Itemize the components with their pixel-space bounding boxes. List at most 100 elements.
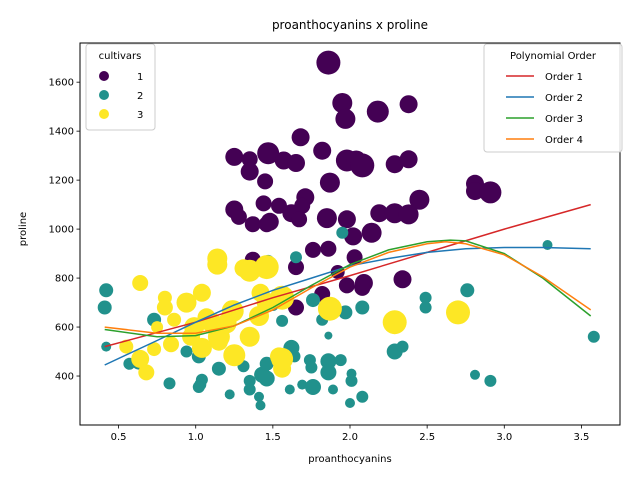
point-cultivar-3-5 — [151, 321, 164, 334]
point-cultivar-3-8 — [163, 336, 179, 353]
point-cultivar-2-32 — [306, 293, 320, 308]
cultivars-legend-items: 1 2 3 — [99, 71, 143, 121]
point-cultivar-2-38 — [328, 384, 338, 395]
point-cultivar-2-49 — [419, 291, 432, 304]
polynomial-order-legend-box — [483, 43, 623, 153]
point-cultivar-3-4 — [147, 342, 162, 357]
x-tick-label: 2.5 — [419, 432, 435, 443]
point-cultivar-1-50 — [354, 274, 373, 292]
point-cultivar-2-39 — [334, 354, 347, 367]
fit-line-order-3 — [104, 239, 592, 338]
point-cultivar-3-10 — [176, 292, 197, 313]
cultivars-legend-marker-2 — [99, 90, 109, 100]
point-cultivar-3-20 — [209, 332, 228, 351]
point-cultivar-2-17 — [254, 391, 264, 402]
point-cultivar-2-16 — [243, 383, 256, 396]
point-cultivar-2-53 — [484, 374, 497, 387]
cultivars-legend-marker-3 — [99, 109, 109, 119]
point-cultivar-1-4 — [335, 108, 356, 129]
point-cultivar-1-19 — [319, 172, 340, 193]
point-cultivar-2-25 — [284, 384, 295, 395]
point-cultivar-1-45 — [288, 259, 304, 276]
point-cultivar-1-29 — [294, 197, 311, 214]
point-cultivar-1-8 — [225, 147, 244, 166]
point-cultivar-1-41 — [361, 222, 382, 243]
point-cultivar-2-41 — [338, 305, 353, 320]
point-cultivar-2-7 — [180, 345, 193, 358]
point-cultivar-2-0 — [99, 283, 114, 298]
point-cultivar-2-44 — [345, 374, 358, 387]
point-cultivar-3-37 — [446, 300, 470, 325]
y-tick-label: 1200 — [49, 176, 74, 187]
point-cultivar-1-0 — [316, 50, 341, 75]
point-cultivar-1-15 — [385, 155, 404, 174]
point-cultivar-2-12 — [211, 361, 226, 376]
point-cultivar-1-36 — [337, 210, 356, 229]
point-cultivar-2-46 — [355, 300, 370, 315]
cultivars-legend-title: cultivars — [99, 51, 142, 62]
point-cultivar-1-34 — [291, 211, 308, 228]
point-cultivar-1-26 — [255, 195, 272, 212]
point-cultivar-3-3 — [132, 275, 149, 291]
point-cultivar-2-18 — [255, 400, 266, 411]
x-tick-label: 0.5 — [111, 432, 127, 443]
point-cultivar-3-14 — [192, 283, 211, 302]
point-cultivar-1-39 — [398, 204, 419, 225]
point-cultivar-1-51 — [393, 270, 412, 289]
point-cultivar-2-15 — [243, 374, 256, 387]
point-cultivar-2-28 — [290, 251, 302, 264]
point-cultivar-2-37 — [320, 364, 337, 381]
cultivars-legend: cultivars 1 2 3 — [85, 43, 156, 131]
y-tick-label: 1400 — [49, 127, 74, 138]
point-cultivar-3-13 — [191, 337, 212, 358]
point-cultivar-2-29 — [297, 379, 308, 390]
point-cultivar-1-31 — [244, 216, 261, 233]
cultivars-legend-label-1: 1 — [137, 72, 143, 83]
point-cultivar-2-24 — [276, 314, 289, 327]
polynomial-order-legend-items: Order 1 Order 2 Order 3 Order 4 — [506, 72, 583, 146]
point-cultivar-1-16 — [399, 150, 418, 169]
point-cultivar-1-48 — [338, 277, 355, 294]
polynomial-legend-label-1: Order 1 — [545, 72, 583, 83]
y-tick-label: 600 — [55, 323, 74, 334]
point-cultivar-1-35 — [316, 208, 337, 229]
x-tick-label: 2.0 — [342, 432, 358, 443]
point-cultivar-2-13 — [224, 389, 235, 400]
point-cultivar-1-6 — [257, 142, 280, 165]
point-cultivar-2-45 — [356, 390, 369, 403]
point-cultivar-1-3 — [399, 95, 418, 114]
point-cultivar-3-7 — [156, 299, 173, 316]
y-tick-label: 1000 — [49, 225, 74, 236]
point-cultivar-1-23 — [409, 189, 430, 210]
polynomial-legend-label-3: Order 3 — [545, 114, 583, 125]
cultivars-legend-marker-1 — [99, 71, 109, 81]
point-cultivar-2-33 — [305, 379, 321, 395]
point-cultivar-1-17 — [240, 162, 259, 181]
point-cultivar-1-42 — [305, 241, 321, 258]
point-cultivar-2-54 — [542, 240, 553, 250]
point-cultivar-3-23 — [223, 344, 246, 367]
cultivars-legend-label-3: 3 — [137, 110, 143, 121]
point-cultivar-2-31 — [305, 361, 318, 374]
x-tick-label: 3.0 — [496, 432, 512, 443]
points-layer — [97, 50, 600, 411]
cultivars-legend-label-2: 2 — [137, 91, 143, 102]
point-cultivar-3-34 — [270, 285, 295, 310]
point-cultivar-3-1 — [131, 349, 150, 368]
point-cultivar-3-0 — [119, 339, 134, 354]
point-cultivar-2-36 — [320, 353, 337, 370]
point-cultivar-1-33 — [260, 212, 279, 231]
fit-line-order-2 — [104, 246, 591, 366]
chart-title: proanthocyanins x proline — [272, 18, 428, 32]
point-cultivar-1-18 — [257, 173, 274, 190]
fit-line-order-4 — [104, 241, 592, 334]
point-cultivar-3-36 — [382, 310, 407, 335]
cultivars-legend-box — [85, 43, 156, 131]
point-cultivar-1-22 — [479, 181, 502, 204]
point-cultivar-1-21 — [466, 182, 484, 201]
point-cultivar-2-48 — [396, 340, 409, 353]
point-cultivar-1-30 — [230, 208, 247, 225]
point-cultivar-2-50 — [419, 301, 432, 314]
x-axis-label: proanthocyanins — [308, 454, 391, 465]
